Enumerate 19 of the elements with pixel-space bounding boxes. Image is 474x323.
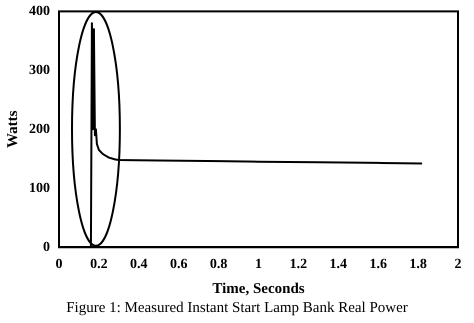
- x-tick-label: 0.6: [170, 257, 188, 272]
- x-tick-label: 1.4: [330, 257, 348, 272]
- x-tick-label: 0: [56, 257, 62, 272]
- y-tick-label: 200: [29, 122, 50, 137]
- caption: Figure 1: Measured Instant Start Lamp Bank Real Power: [65, 300, 409, 317]
- x-tick-label: 0.2: [90, 257, 108, 272]
- y-tick-label: 300: [29, 62, 50, 78]
- x-tick-label: 1: [255, 257, 262, 272]
- x-tick-label: 0.4: [130, 257, 148, 272]
- x-tick-label: 1.6: [369, 257, 387, 272]
- y-tick-label: 400: [29, 4, 50, 20]
- y-axis-title: Watts: [4, 110, 21, 148]
- x-tick-label: 1.8: [409, 257, 427, 272]
- x-tick-label: 1.2: [290, 257, 308, 272]
- x-tick-label: 2: [454, 257, 462, 272]
- x-tick-label: 0.8: [210, 257, 228, 272]
- y-tick-label: 0: [43, 240, 50, 255]
- y-tick-label: 100: [29, 180, 50, 196]
- x-axis-title: Time, Seconds: [212, 280, 305, 297]
